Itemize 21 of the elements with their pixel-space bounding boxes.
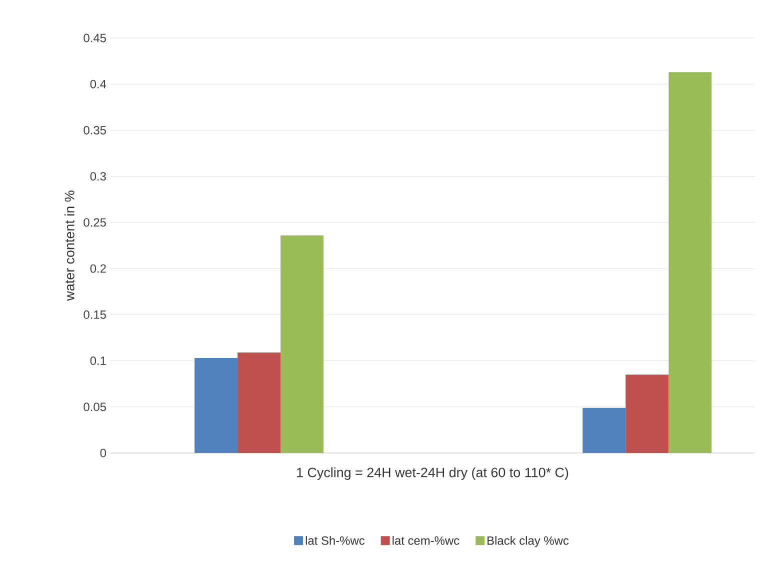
bar — [582, 408, 626, 453]
legend-label: Black clay %wc — [488, 536, 569, 548]
y-tick-label: 0.35 — [84, 126, 106, 134]
y-tick-label: 0.05 — [84, 402, 106, 412]
y-tick-label: 0.3 — [90, 172, 106, 181]
legend-label: lat cem-%wc — [392, 536, 460, 545]
bar — [238, 352, 281, 453]
y-axis-title: water content in % — [64, 190, 74, 301]
y-tick-label: 0.45 — [84, 34, 106, 42]
bar — [194, 358, 238, 453]
y-tick-label: 0.1 — [90, 356, 106, 365]
y-tick-label: 0.4 — [90, 80, 106, 88]
y-tick-label: 0.15 — [84, 310, 106, 319]
bar — [280, 235, 324, 453]
y-tick-label: 0.25 — [84, 218, 106, 227]
y-tick-label: 0.2 — [90, 264, 106, 273]
bar — [626, 374, 669, 453]
legend-label: lat Sh-%wc — [306, 536, 365, 545]
bar — [668, 72, 712, 453]
x-axis-title: 1 Cycling = 24H wet-24H dry (at 60 to 110* C) — [297, 467, 568, 480]
y-tick-label: 0 — [100, 448, 106, 458]
